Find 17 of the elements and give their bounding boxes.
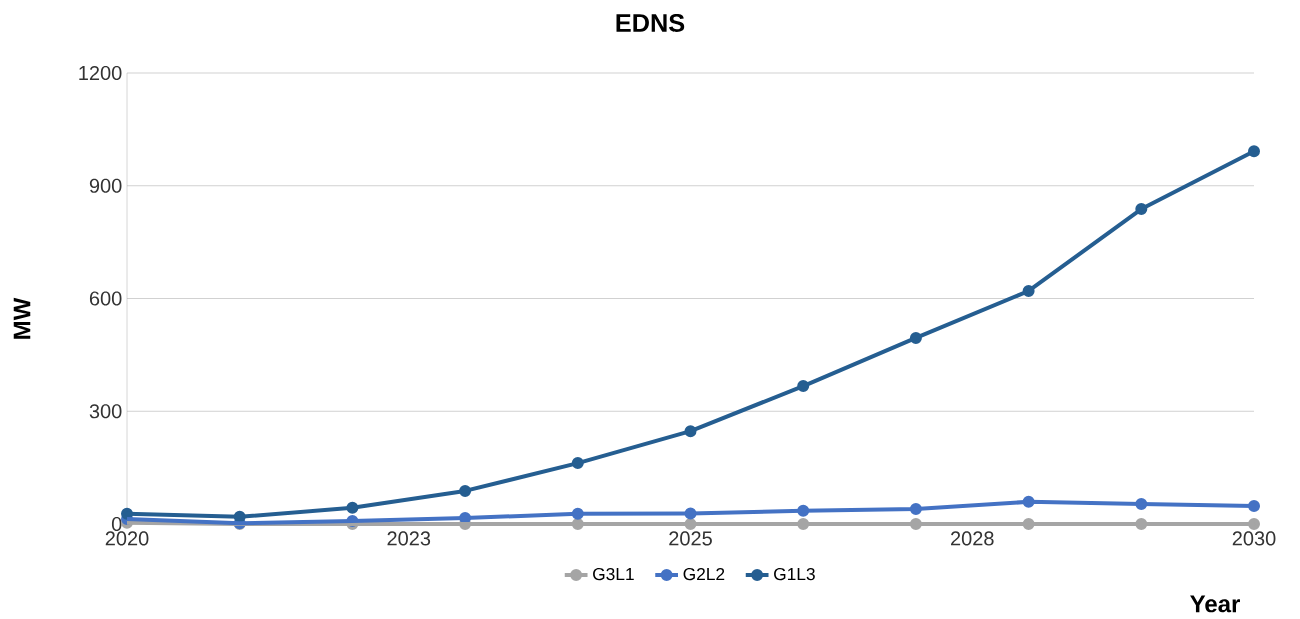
- x-tick-label: 2020: [105, 531, 149, 546]
- y-tick-label: 0: [111, 516, 122, 532]
- x-axis-title: Year: [1190, 595, 1240, 613]
- y-tick-label: 1200: [79, 65, 122, 81]
- legend-label: G2L2: [683, 567, 725, 581]
- chart-title: EDNS: [616, 14, 685, 32]
- y-tick-label: 600: [89, 291, 122, 306]
- legend-label: G1L3: [774, 567, 815, 581]
- point: [1248, 145, 1261, 158]
- y-tick-label: 900: [89, 178, 122, 193]
- x-tick-label: 2030: [1232, 531, 1276, 546]
- y-tick-label: 300: [89, 404, 122, 419]
- x-tick-label: 2023: [387, 531, 431, 546]
- legend-label: G3L1: [593, 567, 634, 581]
- y-axis-title: MW: [13, 297, 31, 339]
- x-tick-label: 2025: [669, 531, 712, 546]
- x-tick-label: 2028: [951, 531, 994, 546]
